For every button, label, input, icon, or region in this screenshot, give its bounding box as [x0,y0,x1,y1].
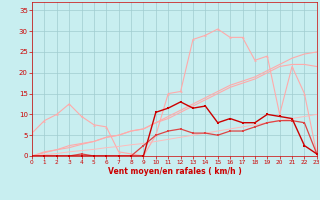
X-axis label: Vent moyen/en rafales ( km/h ): Vent moyen/en rafales ( km/h ) [108,167,241,176]
